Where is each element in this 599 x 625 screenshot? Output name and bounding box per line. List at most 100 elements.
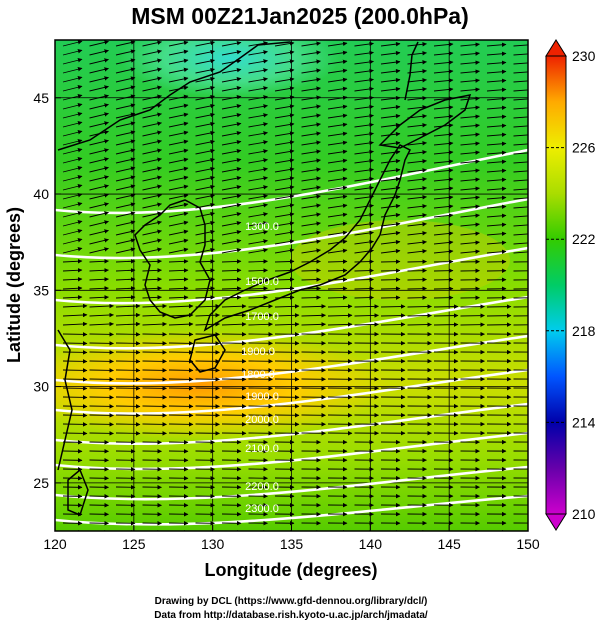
wind-arrow (274, 194, 295, 200)
wind-arrow (248, 50, 268, 56)
wind-arrow (460, 159, 480, 164)
wind-arrow (142, 220, 162, 227)
y-axis-ticks: 25 30 35 40 45 (33, 90, 61, 491)
wind-arrow (248, 322, 273, 327)
wind-arrow (274, 185, 295, 191)
wind-arrow (62, 286, 83, 291)
contour-label: 1300.0 (245, 221, 279, 233)
wind-arrow (89, 130, 109, 137)
wind-arrow (248, 239, 268, 245)
wind-arrow (327, 185, 348, 191)
contour-label: 1700.0 (245, 311, 279, 323)
wind-arrow (380, 68, 401, 74)
height-contour (55, 402, 528, 446)
wind-arrow (460, 249, 480, 254)
wind-arrow (221, 184, 242, 191)
wind-arrow (62, 94, 83, 101)
wind-arrow (89, 85, 109, 92)
wind-arrow (380, 212, 401, 218)
wind-arrow (168, 184, 189, 191)
wind-arrow (89, 103, 109, 110)
wind-arrow (301, 104, 321, 110)
contour-label: 1900.0 (245, 391, 279, 403)
wind-arrow (460, 96, 480, 101)
wind-arrow (354, 212, 374, 218)
wind-arrow (168, 202, 189, 209)
colorbar-max-arrow (545, 39, 567, 57)
wind-arrow (89, 247, 109, 254)
wind-arrow (62, 103, 83, 110)
wind-arrow (327, 41, 348, 47)
wind-arrow (380, 239, 401, 245)
wind-arrow (62, 139, 83, 146)
wind-arrow (354, 113, 374, 119)
x-tick-label: 120 (43, 536, 67, 552)
wind-arrow (89, 157, 109, 164)
wind-arrow (62, 175, 83, 182)
wind-arrow (486, 114, 507, 119)
wind-arrow (248, 176, 268, 182)
wind-arrow (142, 247, 162, 254)
wind-arrow (301, 41, 321, 47)
wind-arrow (407, 114, 427, 119)
wind-arrow (221, 40, 242, 47)
wind-arrow (460, 69, 480, 74)
wind-arrow (168, 112, 189, 119)
wind-arrow (407, 141, 427, 146)
wind-arrow (354, 230, 374, 236)
wind-arrow (221, 121, 242, 128)
wind-arrow (460, 204, 480, 209)
wind-arrow (486, 60, 507, 65)
wind-arrow (486, 159, 507, 164)
wind-arrow (354, 77, 374, 83)
wind-arrow (89, 286, 109, 291)
wind-arrow (460, 78, 480, 83)
wind-arrow (221, 166, 242, 173)
wind-arrow (142, 312, 167, 318)
wind-arrow (460, 240, 480, 245)
wind-arrow (460, 213, 480, 218)
wind-arrow (380, 95, 401, 101)
wind-arrow (486, 204, 507, 209)
wind-arrow (221, 322, 247, 327)
wind-arrow (301, 158, 321, 164)
colorbar-tick-label: 222 (572, 231, 596, 247)
wind-arrow (327, 259, 348, 264)
wind-arrow (354, 176, 374, 182)
wind-arrow (407, 204, 427, 209)
wind-arrow (115, 40, 136, 47)
wind-arrow (301, 239, 321, 245)
wind-arrow (327, 322, 353, 327)
wind-arrow (327, 77, 348, 83)
wind-arrow (62, 112, 83, 119)
wind-arrow (221, 229, 242, 236)
wind-arrow (433, 69, 454, 74)
wind-arrow (301, 59, 321, 65)
wind-arrow (433, 159, 454, 164)
wind-arrow (433, 123, 454, 128)
wind-arrow (380, 221, 401, 227)
wind-arrow (195, 295, 215, 300)
wind-arrow (248, 248, 268, 254)
wind-arrow (354, 59, 374, 65)
wind-arrow (115, 295, 136, 300)
wind-arrow (168, 76, 189, 83)
wind-arrow (142, 121, 162, 128)
wind-arrow (248, 149, 268, 155)
wind-arrow (89, 220, 109, 227)
wind-arrow (513, 53, 528, 56)
wind-arrow (327, 122, 348, 128)
wind-arrow (195, 303, 220, 309)
wind-arrow (248, 277, 268, 282)
wind-arrow (168, 259, 189, 264)
wind-arrow (460, 141, 480, 146)
wind-arrow (248, 59, 268, 65)
wind-arrow (433, 177, 454, 182)
wind-arrow (354, 131, 374, 137)
wind-arrow (221, 148, 242, 155)
wind-arrow (62, 166, 83, 173)
wind-arrow (62, 321, 88, 327)
wind-arrow (407, 304, 432, 309)
wind-arrow (221, 259, 242, 264)
